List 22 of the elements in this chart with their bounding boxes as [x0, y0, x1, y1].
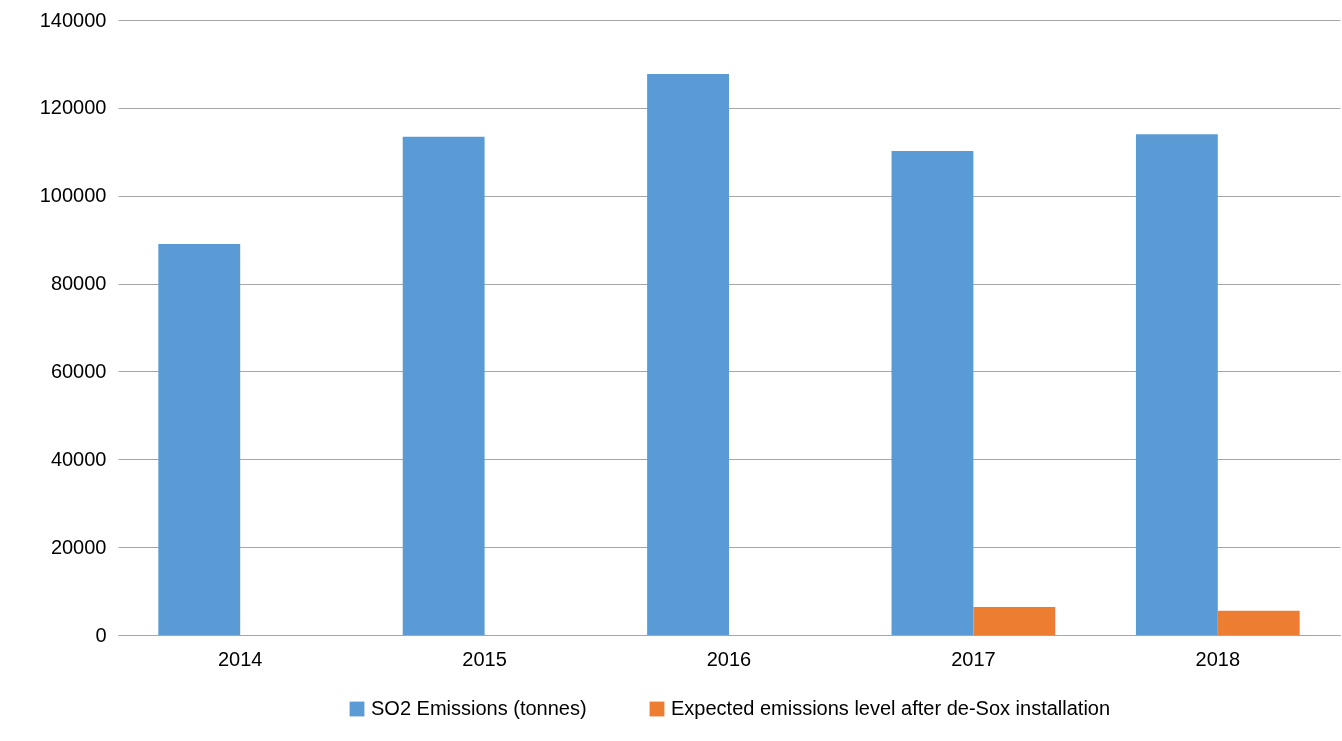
- y-tick-label: 100000: [39, 184, 107, 207]
- y-tick-label: 0: [95, 623, 107, 646]
- bar: [158, 244, 241, 635]
- y-tick-label: 40000: [50, 447, 107, 470]
- bar: [402, 136, 485, 635]
- bar: [647, 74, 729, 635]
- x-tick-label: 2017: [951, 647, 996, 670]
- y-tick-label: 20000: [50, 535, 107, 558]
- y-tick-label: 140000: [39, 8, 107, 31]
- x-tick-label: 2018: [1195, 647, 1241, 670]
- y-tick-label: 60000: [50, 359, 107, 382]
- y-tick-label: 120000: [39, 96, 107, 119]
- bar: [891, 150, 974, 635]
- x-tick-label: 2015: [462, 647, 507, 670]
- bar: [973, 606, 1056, 635]
- y-tick-label: 80000: [50, 272, 107, 295]
- bar: [1217, 610, 1300, 635]
- legend-label: Expected emissions level after de-Sox installation: [671, 697, 1111, 719]
- bar: [1135, 134, 1218, 635]
- x-tick-label: 2016: [706, 647, 752, 670]
- legend-label: SO2 Emissions (tonnes): [371, 697, 587, 719]
- x-tick-label: 2014: [217, 647, 263, 670]
